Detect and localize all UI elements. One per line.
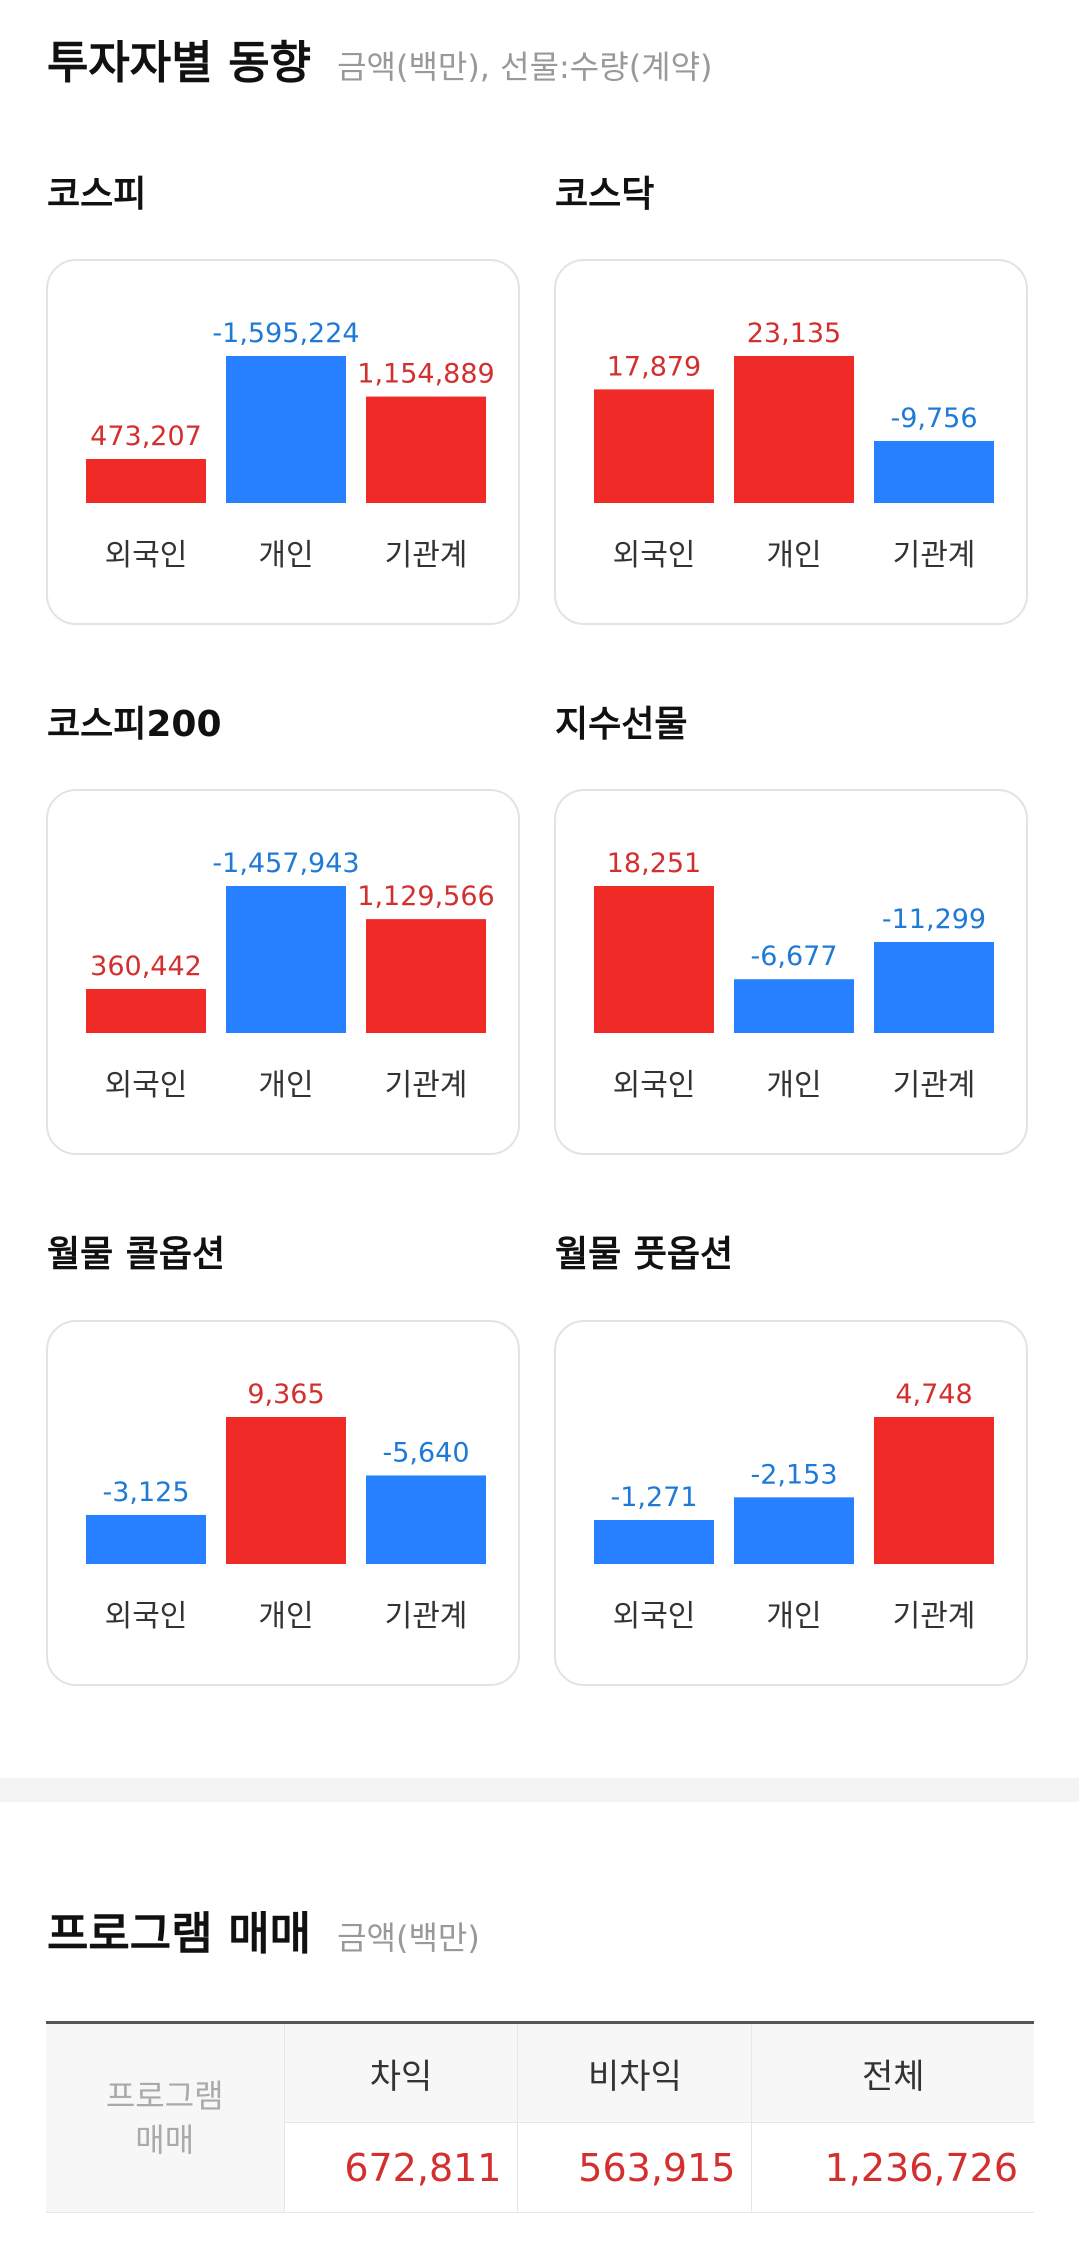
bar-chart-kospi200: 360,442 외국인 -1,457,943 개인 1,129,566 기관계 — [86, 848, 495, 1103]
investor-trend-subtitle: 금액(백만), 선물:수량(계약) — [337, 48, 713, 86]
bar-value-label: 18,251 — [607, 848, 701, 879]
bar-3 — [366, 919, 486, 1033]
bar-chart-monthly-put: -1,271 외국인 -2,153 개인 4,748 기관계 — [594, 1379, 994, 1634]
bar-2 — [226, 886, 346, 1033]
bar-2 — [734, 979, 854, 1033]
category-label: 개인 — [766, 1599, 821, 1634]
program-row-label: 프로그램 매매 — [46, 2022, 285, 2213]
bar-value-label: -3,125 — [102, 1477, 189, 1508]
program-trading-subtitle: 금액(백만) — [337, 1919, 480, 1957]
bar-1 — [594, 389, 714, 503]
value-total: 1,236,726 — [751, 2122, 1034, 2213]
category-label: 개인 — [766, 1068, 821, 1103]
bar-2 — [226, 1417, 346, 1564]
category-label: 기관계 — [893, 1068, 976, 1103]
bar-value-label: 473,207 — [90, 421, 202, 452]
bar-2 — [734, 356, 854, 503]
bar-value-label: 4,748 — [895, 1379, 972, 1410]
category-label: 외국인 — [105, 538, 188, 573]
bar-value-label: 1,129,566 — [357, 881, 494, 912]
chart-heading-kospi: 코스피 — [47, 174, 147, 215]
category-label: 개인 — [258, 1068, 313, 1103]
chart-card-kospi200[interactable]: 360,442 외국인 -1,457,943 개인 1,129,566 기관계 — [46, 789, 520, 1155]
category-label: 기관계 — [893, 1599, 976, 1634]
bar-3 — [366, 1475, 486, 1564]
bar-2 — [734, 1497, 854, 1564]
category-label: 개인 — [766, 538, 821, 573]
bar-1 — [86, 1514, 206, 1564]
chart-card-kospi[interactable]: 473,207 외국인 -1,595,224 개인 1,154,889 기관계 — [46, 259, 520, 625]
category-label: 외국인 — [105, 1068, 188, 1103]
value-arbitrage: 672,811 — [284, 2122, 519, 2213]
bar-chart-kosdaq: 17,879 외국인 23,135 개인 -9,756 기관계 — [594, 318, 994, 573]
column-header-total: 전체 — [751, 2022, 1034, 2123]
program-row-label-line2: 매매 — [135, 2121, 195, 2159]
bar-value-label: -9,756 — [890, 403, 977, 434]
program-trading-title: 프로그램 매매 금액(백만) — [47, 1897, 480, 1962]
bar-3 — [366, 396, 486, 503]
category-label: 기관계 — [385, 538, 468, 573]
bar-3 — [874, 1417, 994, 1564]
category-label: 기관계 — [893, 538, 976, 573]
category-label: 기관계 — [385, 1068, 468, 1103]
chart-heading-kosdaq: 코스닥 — [555, 174, 655, 215]
bar-value-label: -6,677 — [750, 941, 837, 972]
investor-trend-title-text: 투자자별 동향 — [47, 36, 312, 89]
value-non-arbitrage: 563,915 — [517, 2122, 753, 2213]
bar-chart-monthly-call: -3,125 외국인 9,365 개인 -5,640 기관계 — [86, 1379, 486, 1634]
bar-3 — [874, 441, 994, 503]
bar-value-label: -1,271 — [610, 1482, 697, 1513]
program-trading-table: 프로그램 매매 차익 비차익 전체 672,811 563,915 1,236,… — [46, 2021, 1034, 2213]
chart-card-kosdaq[interactable]: 17,879 외국인 23,135 개인 -9,756 기관계 — [554, 259, 1028, 625]
bar-value-label: -5,640 — [382, 1437, 469, 1468]
bar-value-label: -1,595,224 — [212, 318, 359, 349]
bar-value-label: 23,135 — [747, 318, 841, 349]
column-header-arbitrage: 차익 — [283, 2022, 519, 2123]
category-label: 개인 — [258, 538, 313, 573]
bar-value-label: 9,365 — [247, 1379, 324, 1410]
program-row-label-line1: 프로그램 — [105, 2077, 224, 2115]
investor-trend-title: 투자자별 동향 금액(백만), 선물:수량(계약) — [47, 26, 713, 91]
chart-heading-monthly-call: 월물 콜옵션 — [47, 1234, 226, 1275]
category-label: 외국인 — [613, 1068, 696, 1103]
bar-3 — [874, 941, 994, 1033]
chart-heading-kospi200: 코스피200 — [47, 704, 222, 745]
bar-1 — [594, 886, 714, 1033]
chart-card-index-futures[interactable]: 18,251 외국인 -6,677 개인 -11,299 기관계 — [554, 789, 1028, 1155]
bar-value-label: -11,299 — [882, 904, 986, 935]
category-label: 외국인 — [613, 1599, 696, 1634]
bar-value-label: -2,153 — [750, 1459, 837, 1490]
bar-value-label: 17,879 — [607, 351, 701, 382]
bar-1 — [594, 1520, 714, 1564]
bar-chart-index-futures: 18,251 외국인 -6,677 개인 -11,299 기관계 — [594, 848, 994, 1103]
chart-card-monthly-put[interactable]: -1,271 외국인 -2,153 개인 4,748 기관계 — [554, 1320, 1028, 1686]
bar-value-label: 360,442 — [90, 951, 202, 982]
chart-heading-monthly-put: 월물 풋옵션 — [555, 1234, 734, 1275]
bar-1 — [86, 989, 206, 1033]
bar-1 — [86, 459, 206, 503]
section-divider — [0, 1778, 1079, 1802]
chart-card-monthly-call[interactable]: -3,125 외국인 9,365 개인 -5,640 기관계 — [46, 1320, 520, 1686]
bar-value-label: -1,457,943 — [212, 848, 359, 879]
bar-value-label: 1,154,889 — [357, 359, 494, 390]
category-label: 기관계 — [385, 1599, 468, 1634]
category-label: 외국인 — [105, 1599, 188, 1634]
category-label: 개인 — [258, 1599, 313, 1634]
chart-heading-index-futures: 지수선물 — [555, 704, 688, 745]
column-header-non-arbitrage: 비차익 — [517, 2022, 753, 2123]
bar-chart-kospi: 473,207 외국인 -1,595,224 개인 1,154,889 기관계 — [86, 318, 495, 573]
program-trading-title-text: 프로그램 매매 — [47, 1907, 312, 1960]
category-label: 외국인 — [613, 538, 696, 573]
bar-2 — [226, 356, 346, 503]
